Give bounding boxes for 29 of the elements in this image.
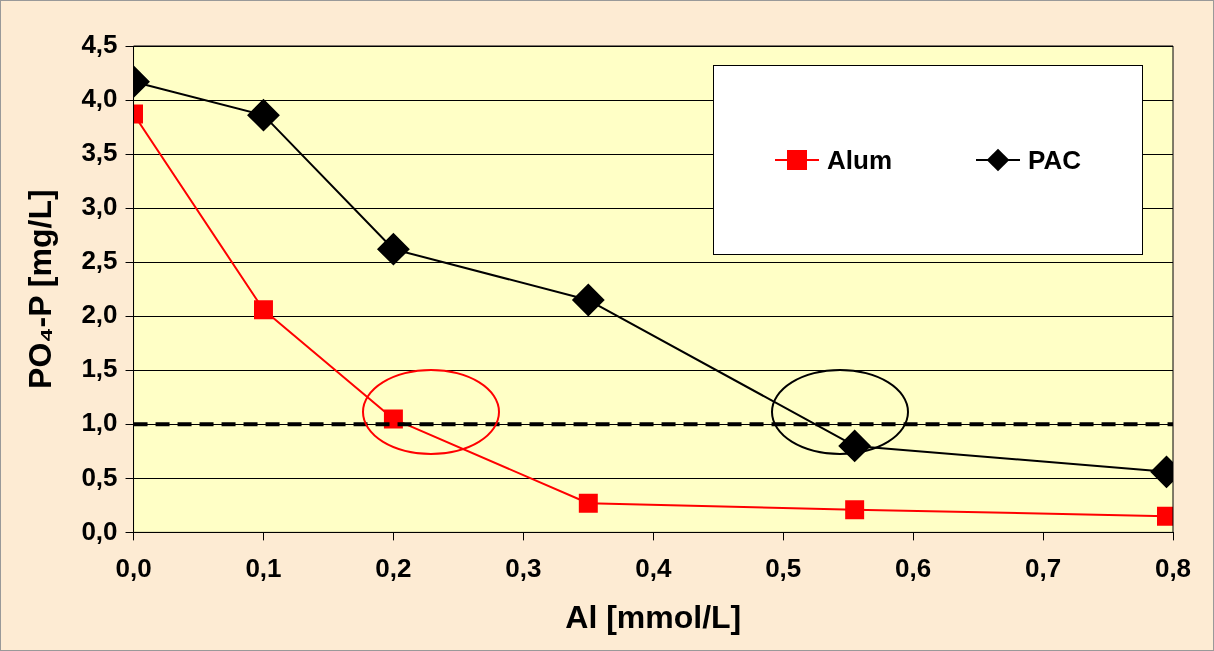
point: [572, 284, 605, 317]
y-tick-label: 0,5: [81, 461, 118, 492]
x-tick-label: 0,0: [115, 553, 152, 584]
y-tick-label: 1,0: [81, 407, 118, 438]
y-tick-label: 3,5: [81, 137, 118, 168]
point: [253, 300, 273, 320]
point: [247, 99, 280, 132]
x-tick-label: 0,3: [505, 553, 542, 584]
x-tick-label: 0,5: [765, 553, 802, 584]
y-axis-title: PO₄-P [mg/L]: [22, 189, 59, 389]
y-tick-label: 2,0: [81, 299, 118, 330]
x-tick-label: 0,4: [635, 553, 672, 584]
point: [845, 500, 865, 520]
y-tick-label: 4,5: [81, 29, 118, 60]
x-tick-label: 0,7: [1024, 553, 1062, 584]
legend-label: PAC: [1028, 144, 1081, 176]
y-tick-label: 2,5: [81, 245, 118, 276]
point: [578, 493, 598, 513]
y-tick-label: 3,0: [81, 191, 118, 222]
x-tick-label: 0,8: [1154, 553, 1192, 584]
x-tick-label: 0,1: [245, 553, 282, 584]
y-tick-label: 1,5: [81, 353, 118, 384]
x-axis-title: Al [mmol/L]: [565, 598, 742, 635]
x-tick-label: 0,2: [375, 553, 412, 584]
y-tick-label: 0,0: [81, 515, 118, 546]
legend-label: Alum: [827, 144, 892, 176]
y-tick-label: 4,0: [81, 83, 118, 114]
x-tick-label: 0,6: [895, 553, 932, 584]
point: [377, 233, 410, 266]
